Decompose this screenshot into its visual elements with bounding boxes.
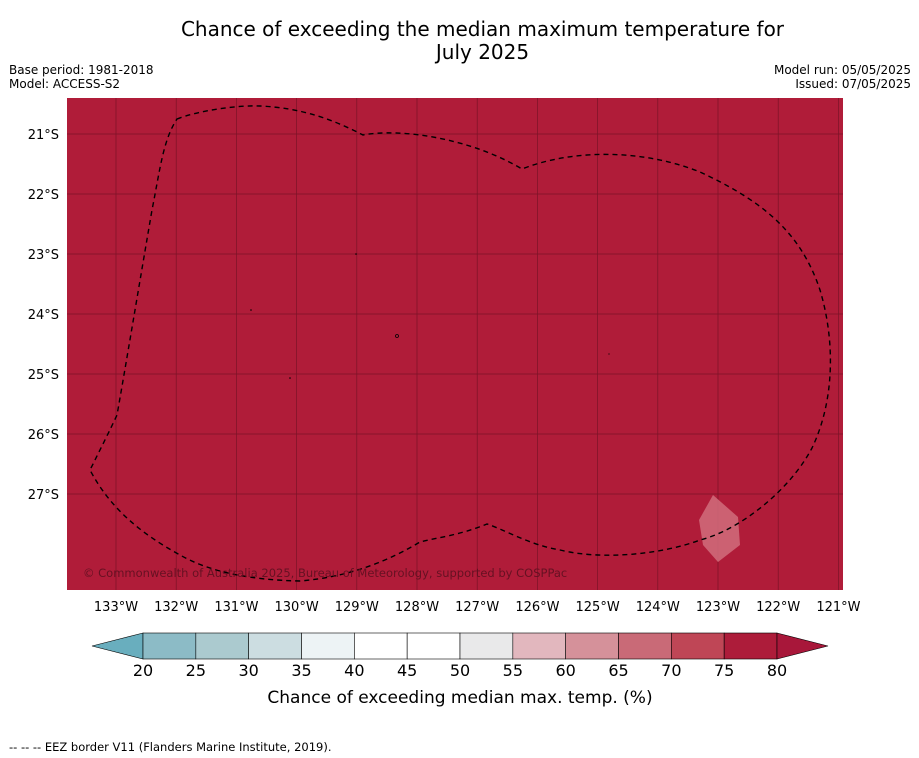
colorbar: 20 25 30 35 40 45 50 55 60 65 70 75 80 Chance of exc… — [91, 632, 829, 708]
colorbar-tick-label: 75 — [714, 661, 734, 680]
colorbar-tick-label: 40 — [344, 661, 364, 680]
lat-label: 21°S — [28, 128, 59, 143]
lat-label: 24°S — [28, 308, 59, 323]
colorbar-tick-label: 65 — [608, 661, 628, 680]
meta-left: Base period: 1981-2018 Model: ACCESS-S2 — [9, 63, 154, 91]
title-line-1: Chance of exceeding the median maximum t… — [180, 17, 785, 41]
colorbar-extend-low — [91, 632, 144, 660]
lon-label: 127°W — [455, 600, 499, 615]
colorbar-tick-label: 45 — [397, 661, 417, 680]
colorbar-cell — [618, 632, 672, 660]
colorbar-cell — [723, 632, 778, 660]
meta-right: Model run: 05/05/2025 Issued: 07/05/2025 — [774, 63, 911, 91]
colorbar-tick-label: 60 — [555, 661, 575, 680]
eez-border — [89, 105, 832, 582]
lon-label: 133°W — [94, 600, 138, 615]
lat-label: 26°S — [28, 428, 59, 443]
colorbar-ticks: 20 25 30 35 40 45 50 55 60 65 70 75 80 — [133, 661, 787, 680]
colorbar-cell — [195, 632, 249, 660]
map-panel: © Commonwealth of Australia 2025, Bureau… — [67, 98, 843, 590]
colorbar-cell — [406, 632, 461, 660]
title-line-2: July 2025 — [435, 40, 530, 64]
model-name: Model: ACCESS-S2 — [9, 77, 121, 91]
colorbar-cells — [142, 632, 778, 660]
eez-footnote: -- -- -- EEZ border V11 (Flanders Marine… — [9, 740, 332, 754]
copyright-notice: © Commonwealth of Australia 2025, Bureau… — [83, 566, 567, 580]
lon-label: 123°W — [696, 600, 740, 615]
latitude-labels: 21°S 22°S 23°S 24°S 25°S 26°S 27°S — [28, 128, 59, 503]
colorbar-cell — [565, 632, 619, 660]
lon-label: 124°W — [636, 600, 680, 615]
lon-label: 121°W — [816, 600, 860, 615]
colorbar-tick-label: 55 — [503, 661, 523, 680]
colorbar-tick-label: 25 — [186, 661, 206, 680]
model-run: Model run: 05/05/2025 — [773, 63, 911, 77]
longitude-labels: 133°W 132°W 131°W 130°W 129°W 128°W 127°W 126°W… — [94, 600, 861, 615]
lat-label: 25°S — [28, 368, 59, 383]
lon-label: 126°W — [515, 600, 559, 615]
issued-date: Issued: 07/05/2025 — [795, 77, 911, 91]
colorbar-cell — [512, 632, 566, 660]
colorbar-cell — [459, 632, 514, 660]
colorbar-cell — [671, 632, 725, 660]
lon-label: 128°W — [395, 600, 439, 615]
lon-label: 130°W — [275, 600, 319, 615]
colorbar-tick-label: 30 — [238, 661, 258, 680]
lat-label: 27°S — [28, 488, 59, 503]
lon-label: 122°W — [756, 600, 800, 615]
lon-label: 131°W — [214, 600, 258, 615]
base-period: Base period: 1981-2018 — [9, 63, 154, 77]
colorbar-tick-label: 35 — [291, 661, 311, 680]
graticule — [67, 98, 843, 590]
colorbar-label: Chance of exceeding median max. temp. (%… — [267, 688, 652, 708]
lower-probability-patch — [699, 495, 740, 562]
colorbar-extend-high — [776, 632, 829, 660]
lat-label: 23°S — [28, 248, 59, 263]
map-title: Chance of exceeding the median maximum t… — [0, 18, 919, 64]
colorbar-cell — [248, 632, 302, 660]
colorbar-cell — [301, 632, 355, 660]
colorbar-cell — [142, 632, 197, 660]
colorbar-tick-label: 50 — [450, 661, 470, 680]
lon-label: 129°W — [335, 600, 379, 615]
island-markers — [250, 253, 610, 379]
colorbar-tick-label: 80 — [767, 661, 787, 680]
colorbar-tick-label: 20 — [133, 661, 153, 680]
colorbar-tick-label: 70 — [661, 661, 681, 680]
lon-label: 132°W — [154, 600, 198, 615]
colorbar-cell — [354, 632, 408, 660]
lat-label: 22°S — [28, 188, 59, 203]
lon-label: 125°W — [576, 600, 620, 615]
